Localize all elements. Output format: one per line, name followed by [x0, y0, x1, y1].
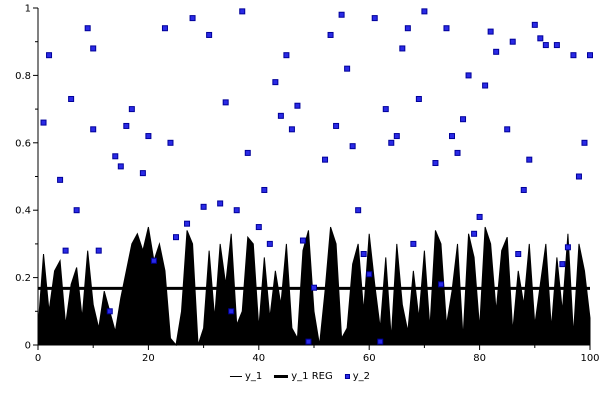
svg-text:20: 20	[142, 353, 155, 364]
svg-text:0.2: 0.2	[15, 273, 31, 284]
svg-text:0.4: 0.4	[15, 206, 31, 217]
svg-text:60: 60	[363, 353, 376, 364]
legend-label-y1reg: y_1 REG	[291, 371, 333, 382]
svg-text:0.6: 0.6	[15, 138, 31, 149]
legend-label-y1: y_1	[244, 371, 263, 382]
svg-text:40: 40	[252, 353, 265, 364]
svg-text:100: 100	[580, 353, 599, 364]
legend-item-y2: y_2	[344, 371, 371, 382]
svg-text:80: 80	[473, 353, 486, 364]
legend-item-y1: y_1	[229, 371, 263, 382]
chart-legend: y_1 y_1 REG y_2	[229, 371, 371, 382]
y1-line-icon	[229, 376, 242, 377]
svg-text:1: 1	[25, 4, 31, 15]
y1reg-line-icon	[274, 375, 289, 378]
legend-item-y1reg: y_1 REG	[274, 371, 333, 382]
svg-text:0.8: 0.8	[15, 71, 31, 82]
svg-text:0: 0	[35, 353, 41, 364]
legend-label-y2: y_2	[352, 371, 371, 382]
svg-text:0: 0	[25, 341, 31, 352]
y2-marker-icon	[344, 374, 350, 379]
